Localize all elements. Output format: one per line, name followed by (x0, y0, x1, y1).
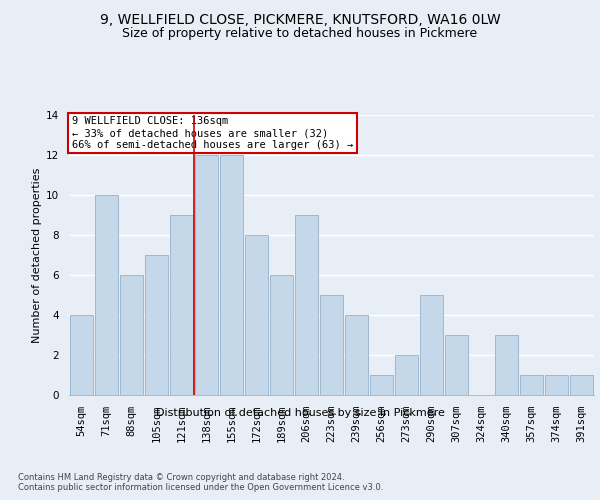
Bar (520, 375, 543, 395)
Bar (220, 155, 243, 395)
Text: 9, WELLFIELD CLOSE, PICKMERE, KNUTSFORD, WA16 0LW: 9, WELLFIELD CLOSE, PICKMERE, KNUTSFORD,… (100, 12, 500, 26)
Bar (320, 295, 343, 395)
Bar (445, 335, 468, 395)
Bar (345, 315, 368, 395)
Bar (395, 355, 418, 395)
Bar (570, 375, 593, 395)
Bar (295, 215, 318, 395)
Bar (120, 275, 143, 395)
Bar (545, 375, 568, 395)
Bar (195, 155, 218, 395)
Bar (370, 375, 393, 395)
Bar (245, 235, 268, 395)
Bar (170, 215, 193, 395)
Bar (95, 195, 118, 395)
Text: Contains HM Land Registry data © Crown copyright and database right 2024.
Contai: Contains HM Land Registry data © Crown c… (18, 472, 383, 492)
Bar (495, 335, 518, 395)
Y-axis label: Number of detached properties: Number of detached properties (32, 168, 42, 342)
Bar (70, 315, 93, 395)
Bar (270, 275, 293, 395)
Text: Size of property relative to detached houses in Pickmere: Size of property relative to detached ho… (122, 28, 478, 40)
Bar (420, 295, 443, 395)
Text: Distribution of detached houses by size in Pickmere: Distribution of detached houses by size … (155, 408, 445, 418)
Bar (145, 255, 168, 395)
Text: 9 WELLFIELD CLOSE: 136sqm
← 33% of detached houses are smaller (32)
66% of semi-: 9 WELLFIELD CLOSE: 136sqm ← 33% of detac… (71, 116, 353, 150)
